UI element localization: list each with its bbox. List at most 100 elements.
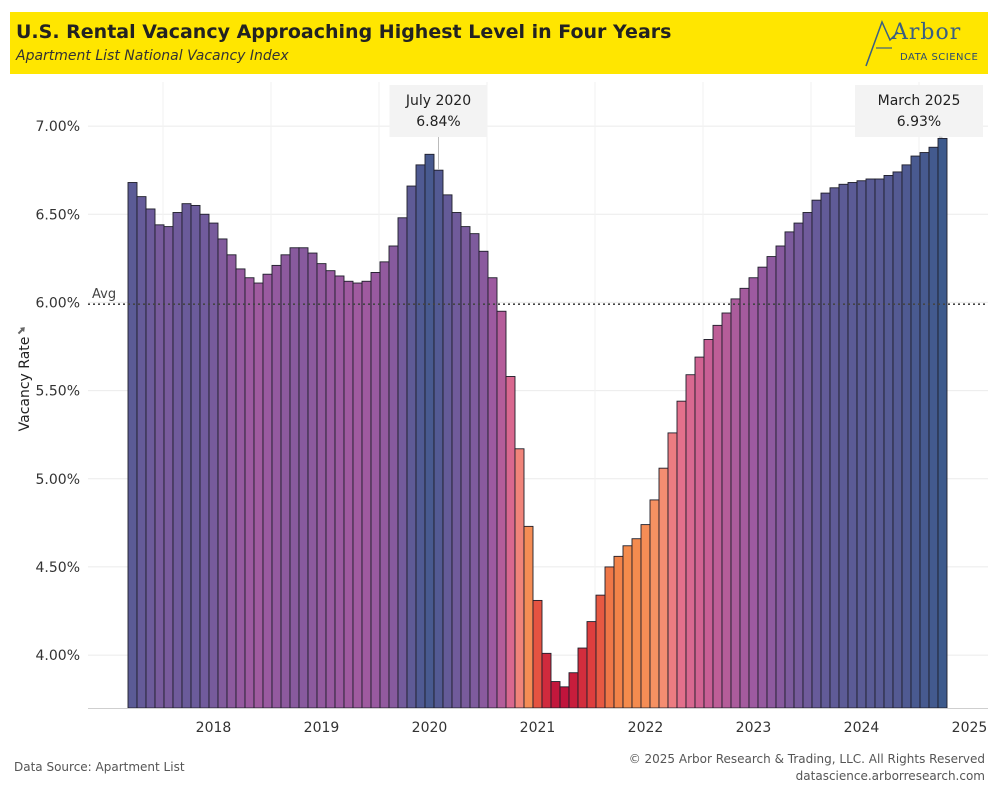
x-tick-label: 2025 — [952, 720, 988, 736]
bar — [343, 280, 354, 709]
annotation-value: 6.84% — [416, 114, 460, 130]
bar — [829, 187, 840, 709]
y-axis-label: Vacancy Rate — [17, 337, 33, 432]
x-tick-label: 2022 — [628, 720, 664, 736]
bar — [379, 261, 390, 709]
footer-credits: © 2025 Arbor Research & Trading, LLC. Al… — [629, 751, 985, 785]
bar — [235, 268, 246, 709]
y-tick-label: 4.50% — [36, 560, 80, 576]
bar — [685, 374, 696, 709]
bar — [460, 226, 471, 709]
annotation: July 2020 6.84% — [389, 85, 488, 170]
bar — [514, 448, 525, 709]
bar — [370, 272, 381, 709]
bar-series — [127, 137, 948, 709]
bar — [397, 217, 408, 709]
bar — [937, 137, 948, 709]
bar — [928, 146, 939, 709]
bar — [478, 250, 489, 709]
bar — [127, 182, 138, 709]
bar — [631, 538, 642, 709]
arbor-logo: Arbor DATA SCIENCE — [864, 14, 984, 70]
x-tick-label: 2019 — [304, 720, 340, 736]
x-tick-label: 2018 — [196, 720, 232, 736]
bar — [883, 175, 894, 709]
bar — [604, 566, 615, 709]
bar — [145, 208, 156, 709]
bar — [892, 171, 903, 709]
annotation-month: July 2020 — [405, 93, 471, 109]
bar — [748, 277, 759, 709]
bar — [451, 212, 462, 709]
x-tick-label: 2023 — [736, 720, 772, 736]
annotation: March 2025 6.93% — [855, 85, 983, 138]
y-tick-label: 6.50% — [36, 207, 80, 223]
y-tick-label: 5.50% — [36, 384, 80, 400]
bar — [613, 555, 624, 709]
bar — [262, 273, 273, 709]
bar — [694, 356, 705, 709]
bar — [325, 270, 336, 709]
bar — [253, 282, 264, 709]
bar — [487, 277, 498, 709]
bar — [280, 254, 291, 709]
bar — [244, 277, 255, 709]
bar — [505, 376, 516, 709]
logo-subtext: DATA SCIENCE — [900, 52, 979, 63]
bar — [712, 324, 723, 709]
bar — [217, 238, 228, 709]
bar — [838, 183, 849, 709]
x-tick-label: 2021 — [520, 720, 556, 736]
bar — [568, 672, 579, 709]
vacancy-chart: Avg 4.00% 4.50% 5.00% 5.50% 6.00% 6.50% 7.00% V… — [17, 82, 988, 736]
bar — [289, 247, 300, 709]
bar — [190, 204, 201, 709]
bar — [595, 594, 606, 709]
bar — [622, 545, 633, 709]
title-banner: U.S. Rental Vacancy Approaching Highest … — [10, 12, 988, 74]
bar — [307, 252, 318, 709]
bar — [739, 287, 750, 709]
bar — [874, 178, 885, 709]
bar — [703, 339, 714, 709]
bar — [667, 432, 678, 709]
bar — [919, 152, 930, 709]
annotation-month: March 2025 — [878, 93, 961, 109]
bar — [136, 196, 147, 709]
x-tick-label: 2024 — [844, 720, 880, 736]
bar — [910, 155, 921, 709]
website-link[interactable]: datascience.arborresearch.com — [795, 769, 985, 783]
bar — [316, 263, 327, 709]
copyright-text: © 2025 Arbor Research & Trading, LLC. Al… — [628, 752, 985, 766]
bar — [226, 254, 237, 709]
bar — [658, 467, 669, 709]
bar — [541, 652, 552, 709]
bar — [406, 185, 417, 709]
bar — [802, 212, 813, 709]
bar — [586, 621, 597, 709]
bar — [298, 247, 309, 709]
logo-mark-icon — [865, 19, 899, 67]
bar — [532, 599, 543, 709]
bar — [523, 525, 534, 709]
bar — [811, 199, 822, 709]
y-tick-label: 5.00% — [36, 472, 80, 488]
bar — [154, 224, 165, 709]
bar — [856, 180, 867, 709]
data-source: Data Source: Apartment List — [14, 760, 185, 774]
annotation-box — [389, 85, 488, 137]
y-axis: 4.00% 4.50% 5.00% 5.50% 6.00% 6.50% 7.00% Vacan… — [17, 119, 80, 664]
bar — [559, 686, 570, 709]
y-tick-label: 6.00% — [36, 295, 80, 311]
chart-subtitle: Apartment List National Vacancy Index — [16, 48, 289, 64]
logo-word: Arbor — [892, 20, 962, 45]
bar — [208, 222, 219, 709]
bar — [199, 213, 210, 709]
bar — [640, 524, 651, 709]
bar — [901, 164, 912, 709]
y-tick-label: 7.00% — [36, 119, 80, 135]
pin-icon — [17, 327, 25, 335]
bar — [649, 499, 660, 709]
bar — [730, 298, 741, 709]
bar — [442, 194, 453, 709]
